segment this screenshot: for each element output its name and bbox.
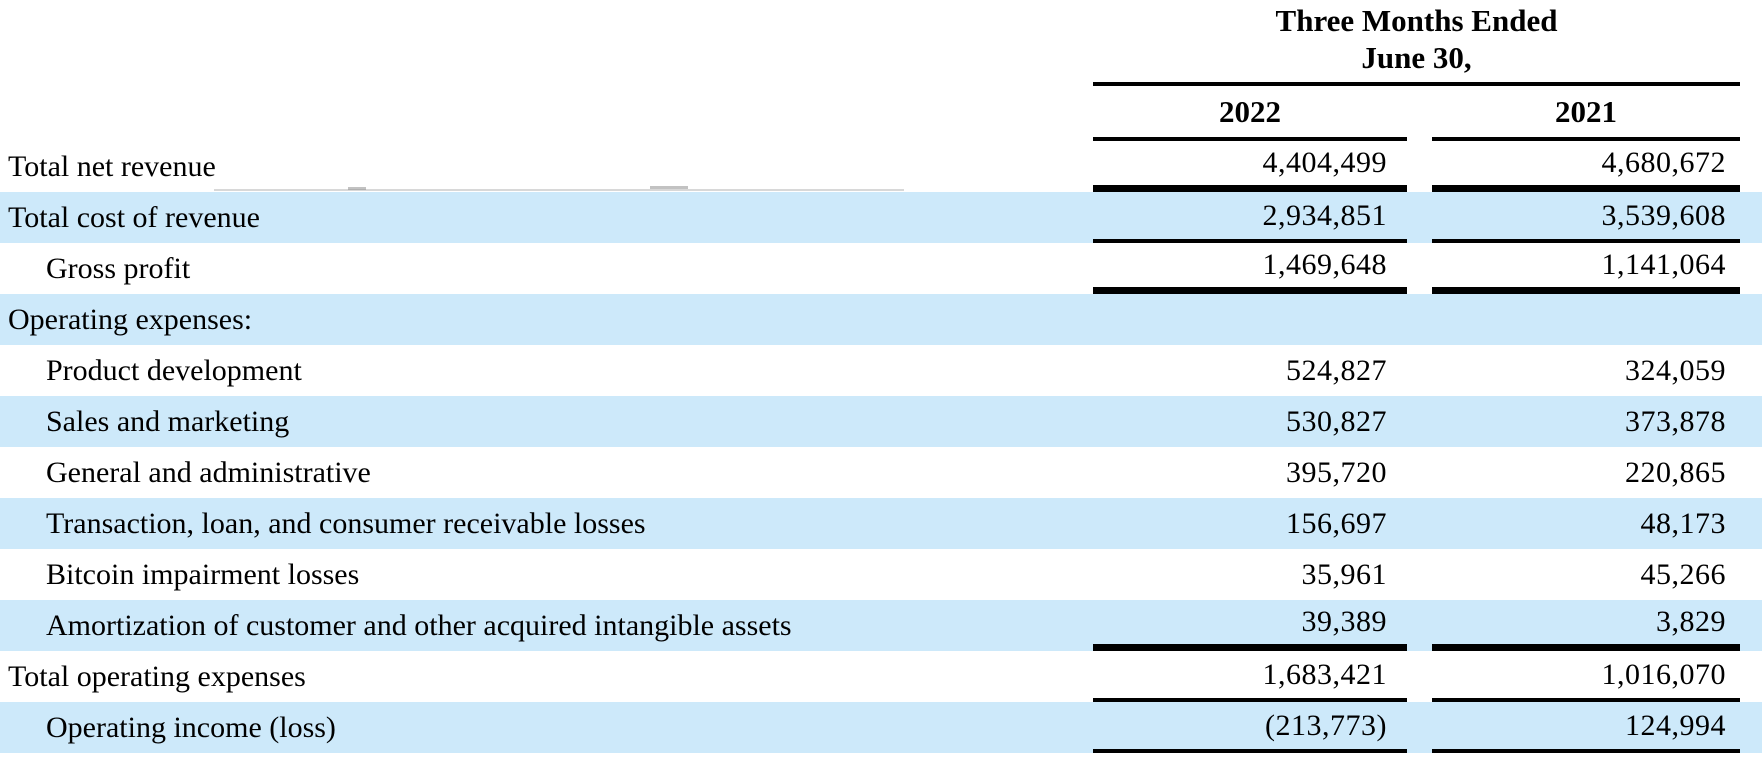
right-margin xyxy=(1740,702,1762,753)
row-label: Total net revenue xyxy=(8,149,216,183)
row-label: Operating income (loss) xyxy=(46,710,336,744)
right-margin xyxy=(1740,498,1762,549)
column-gap xyxy=(1407,294,1432,345)
column-gap xyxy=(1407,345,1432,396)
value-2021: 373,878 xyxy=(1625,404,1726,438)
value-2021: 1,016,070 xyxy=(1432,651,1740,702)
table-row: Total cost of revenue 2,934,851 3,539,608 xyxy=(0,192,1762,243)
right-margin xyxy=(1740,447,1762,498)
label-column-spacer xyxy=(0,86,1093,141)
right-margin xyxy=(1740,651,1762,702)
value-2022: 530,827 xyxy=(1286,404,1387,438)
row-label: Sales and marketing xyxy=(46,404,290,438)
table-row: Transaction, loan, and consumer receivab… xyxy=(0,498,1762,549)
row-label: Total operating expenses xyxy=(8,659,306,693)
row-label: Gross profit xyxy=(46,251,191,285)
value-2021: 48,173 xyxy=(1640,506,1726,540)
right-margin xyxy=(1740,243,1762,294)
erased-row-artifact xyxy=(214,189,904,191)
value-2022: 1,469,648 xyxy=(1093,243,1407,294)
table-row: Bitcoin impairment losses 35,961 45,266 xyxy=(0,549,1762,600)
column-gap xyxy=(1407,396,1432,447)
table-row: Gross profit 1,469,648 1,141,064 xyxy=(0,243,1762,294)
row-label: General and administrative xyxy=(46,455,371,489)
column-gap xyxy=(1407,447,1432,498)
row-label: Total cost of revenue xyxy=(8,200,260,234)
row-label: Operating expenses: xyxy=(8,302,253,336)
value-2021: 45,266 xyxy=(1640,557,1726,591)
value-2022: 156,697 xyxy=(1286,506,1387,540)
table-row: Product development 524,827 324,059 xyxy=(0,345,1762,396)
table-header-years-row: 2022 2021 xyxy=(0,86,1762,141)
value-2021: 4,680,672 xyxy=(1432,141,1740,192)
value-2021: 220,865 xyxy=(1625,455,1726,489)
period-header-line1: Three Months Ended xyxy=(1275,3,1558,38)
value-2022: 2,934,851 xyxy=(1093,192,1407,243)
column-gap xyxy=(1407,600,1432,651)
right-margin xyxy=(1740,192,1762,243)
table-row: Sales and marketing 530,827 373,878 xyxy=(0,396,1762,447)
table-row: Total operating expenses 1,683,421 1,016,0… xyxy=(0,651,1762,702)
right-margin xyxy=(1740,549,1762,600)
row-label: Bitcoin impairment losses xyxy=(46,557,360,591)
column-header-2022: 2022 xyxy=(1093,86,1407,141)
right-margin xyxy=(1740,345,1762,396)
column-gap xyxy=(1407,86,1432,141)
column-gap xyxy=(1407,498,1432,549)
row-label: Product development xyxy=(46,353,302,387)
table-row: Total net revenue 4,404,499 4,680,672 xyxy=(0,141,1762,192)
row-label: Transaction, loan, and consumer receivab… xyxy=(46,506,646,540)
column-gap xyxy=(1407,549,1432,600)
column-header-2021: 2021 xyxy=(1432,86,1740,141)
column-gap xyxy=(1407,702,1432,753)
period-header: Three Months Ended June 30, xyxy=(1093,0,1740,86)
erased-row-artifact xyxy=(650,186,688,189)
right-margin xyxy=(1740,600,1762,651)
table-row: Operating expenses: xyxy=(0,294,1762,345)
table-rows: Total net revenue 4,404,499 4,680,672 Total… xyxy=(0,141,1762,753)
value-2021 xyxy=(1432,294,1740,345)
table-row: Amortization of customer and other acqui… xyxy=(0,600,1762,651)
column-gap xyxy=(1407,192,1432,243)
value-2022 xyxy=(1093,294,1407,345)
value-2022: 524,827 xyxy=(1286,353,1387,387)
right-margin xyxy=(1740,396,1762,447)
value-2021: 324,059 xyxy=(1625,353,1726,387)
table-row: Operating income (loss) (213,773) 124,994 xyxy=(0,702,1762,753)
table-header-period-row: Three Months Ended June 30, xyxy=(0,0,1762,86)
value-2022: 1,683,421 xyxy=(1093,651,1407,702)
table-row: General and administrative 395,720 220,865 xyxy=(0,447,1762,498)
column-gap xyxy=(1407,651,1432,702)
label-column-spacer xyxy=(0,0,1093,86)
value-2021: 124,994 xyxy=(1432,702,1740,753)
value-2021: 3,539,608 xyxy=(1432,192,1740,243)
value-2022: 4,404,499 xyxy=(1093,141,1407,192)
column-gap xyxy=(1407,243,1432,294)
period-header-line2: June 30, xyxy=(1361,40,1472,75)
value-2022: 39,389 xyxy=(1093,600,1407,651)
right-margin xyxy=(1740,0,1762,86)
value-2021: 1,141,064 xyxy=(1432,243,1740,294)
row-label: Amortization of customer and other acqui… xyxy=(46,608,792,642)
value-2021: 3,829 xyxy=(1432,600,1740,651)
right-margin xyxy=(1740,141,1762,192)
value-2022: 35,961 xyxy=(1301,557,1387,591)
value-2022: (213,773) xyxy=(1093,702,1407,753)
column-gap xyxy=(1407,141,1432,192)
value-2022: 395,720 xyxy=(1286,455,1387,489)
right-margin xyxy=(1740,86,1762,141)
erased-row-artifact xyxy=(348,187,366,190)
right-margin xyxy=(1740,294,1762,345)
